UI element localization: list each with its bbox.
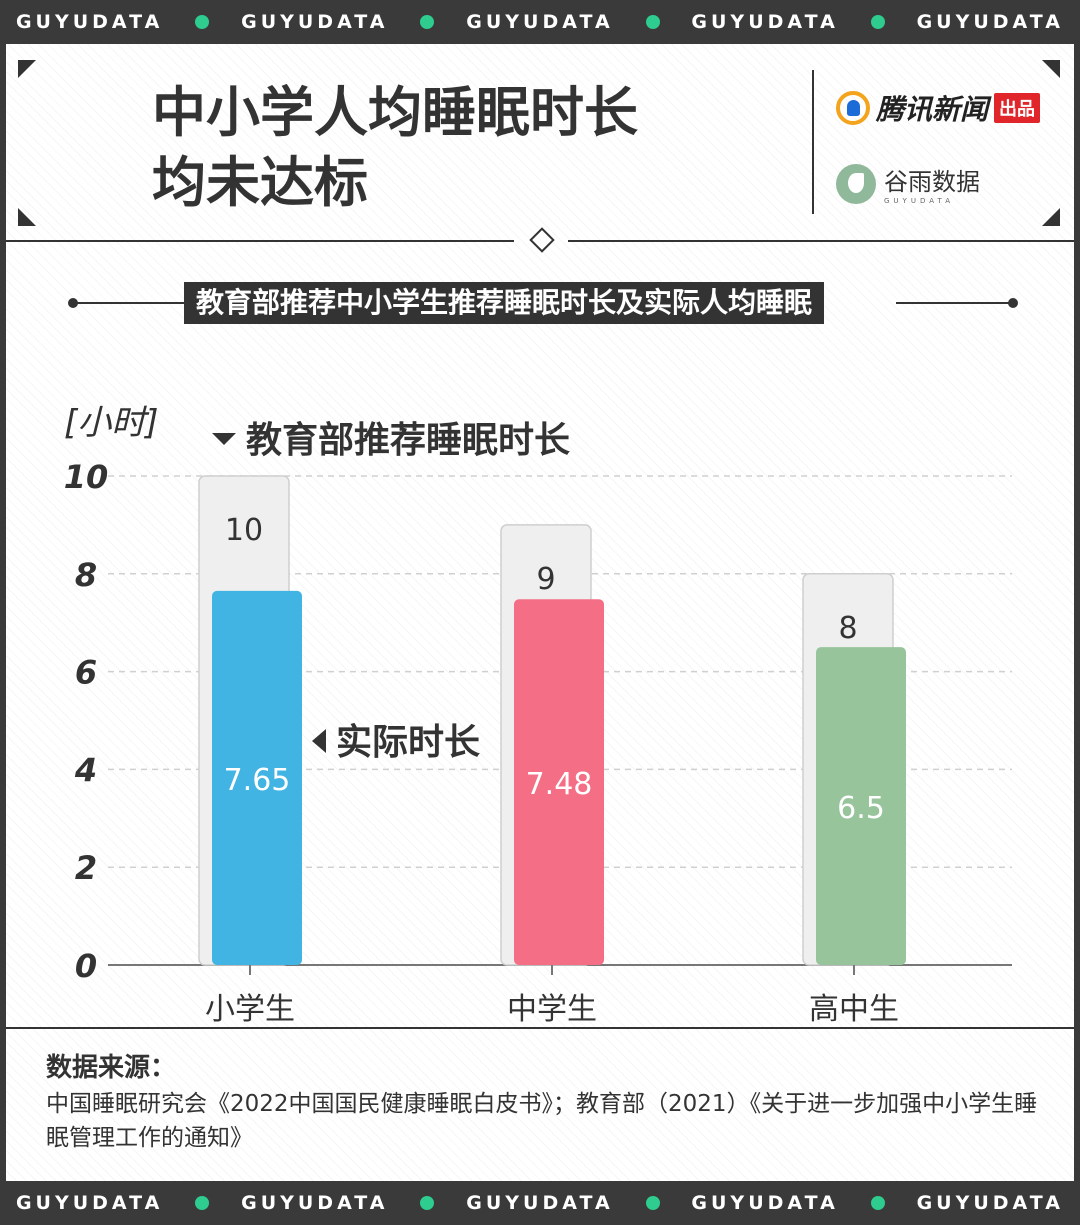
brand-band-text: GUYUDATA [466, 1192, 614, 1214]
tencent-news-name: 腾讯新闻 [876, 93, 989, 126]
separator-left [6, 240, 514, 242]
legend-recommended-marker-icon [212, 433, 236, 445]
y-tick-label: 6 [75, 654, 97, 692]
guyu-bird-logo-icon [836, 163, 876, 204]
brand-band-text: GUYUDATA [241, 11, 389, 33]
produced-by-tag: 出品 [994, 93, 1041, 123]
subtitle-dot-right [1008, 298, 1018, 308]
brand-band-dot-icon [420, 1196, 435, 1210]
y-tick-label: 2 [75, 849, 97, 887]
brand-band-dot-icon [195, 1196, 210, 1210]
brand-band-text: GUYUDATA [691, 1192, 839, 1214]
brand-band-dot-icon [645, 1196, 660, 1210]
corner-mark-top-left [18, 60, 36, 78]
actual-value-label: 7.48 [526, 767, 593, 802]
corner-mark-top-right [1042, 60, 1060, 78]
brand-band-text: GUYUDATA [691, 11, 839, 33]
brand-band-text: GUYUDATA [466, 11, 614, 33]
recommended-value-label: 9 [536, 562, 555, 597]
x-category-label: 小学生 [205, 992, 295, 1024]
tencent-news-brand: 腾讯新闻 出品 [836, 88, 1041, 128]
chart-subtitle: 教育部推荐中小学生推荐睡眠时长及实际人均睡眠 [184, 282, 825, 324]
actual-bar [212, 590, 302, 965]
top-brand-band: GUYUDATA GUYUDATA GUYUDATA GUYUDATA GUYUDATA [0, 0, 1080, 44]
guyu-data-sub: GUYUDATA [884, 197, 954, 205]
actual-bar [514, 599, 604, 965]
recommended-value-label: 10 [225, 513, 263, 548]
x-category-label: 高中生 [809, 992, 899, 1024]
corner-mark-bottom-left [18, 208, 36, 226]
brand-band-text: GUYUDATA [15, 11, 164, 33]
legend-actual-label: 实际时长 [336, 722, 480, 763]
header-divider [812, 70, 814, 214]
recommended-value-label: 8 [838, 611, 857, 646]
source-text: 中国睡眠研究会《2022中国国民健康睡眠白皮书》；教育部（2021）《关于进一步… [46, 1091, 1038, 1151]
tencent-news-logo-icon [836, 91, 870, 125]
actual-value-label: 7.65 [224, 763, 291, 798]
actual-value-label: 6.5 [837, 791, 885, 826]
header: 中小学人均睡眠时长 均未达标 腾讯新闻 出品 谷雨数据 GUYUDATA [6, 44, 1074, 240]
page-title: 中小学人均睡眠时长 均未达标 [152, 78, 772, 218]
separator-right [568, 240, 1074, 242]
brand-band-dot-icon [645, 15, 660, 29]
subtitle-row: 教育部推荐中小学生推荐睡眠时长及实际人均睡眠 [6, 282, 1074, 324]
y-tick-label: 8 [75, 556, 97, 594]
brand-band-text: GUYUDATA [15, 1192, 164, 1214]
source-title: 数据来源： [46, 1053, 177, 1083]
brand-band-dot-icon [420, 15, 435, 29]
brand-band-dot-icon [870, 1196, 885, 1210]
bottom-brand-band: GUYUDATA GUYUDATA GUYUDATA GUYUDATA GUYUDATA [0, 1181, 1080, 1225]
title-line-1: 中小学人均睡眠时长 [152, 81, 638, 144]
guyu-data-brand: 谷雨数据 GUYUDATA [836, 162, 980, 205]
brand-band-dot-icon [195, 15, 210, 29]
brand-band-text: GUYUDATA [916, 1192, 1064, 1214]
y-unit-label: [小时] [64, 403, 159, 443]
y-tick-label: 4 [74, 751, 97, 789]
bar-chart: [小时] 10 8 6 4 2 0 10 7.65 小学生 9 7.48 中学生 8 6.5 高中生 教育部推荐… [64, 403, 1012, 1024]
brand-band-dot-icon [870, 15, 885, 29]
actual-bar [816, 647, 906, 965]
subtitle-rule-right [896, 302, 1012, 304]
x-category-label: 中学生 [507, 992, 597, 1024]
legend-recommended-label: 教育部推荐睡眠时长 [246, 420, 570, 461]
y-tick-label: 10 [64, 458, 109, 496]
guyu-data-name: 谷雨数据 [884, 168, 980, 196]
legend-actual-marker-icon [312, 729, 326, 753]
brand-band-text: GUYUDATA [916, 11, 1064, 33]
title-line-2: 均未达标 [152, 151, 368, 214]
brand-band-text: GUYUDATA [241, 1192, 389, 1214]
footer-divider [6, 1027, 1074, 1029]
corner-mark-bottom-right [1042, 208, 1060, 226]
subtitle-rule-left [70, 302, 186, 304]
y-tick-label: 0 [75, 947, 97, 985]
infographic-card: 中小学人均睡眠时长 均未达标 腾讯新闻 出品 谷雨数据 GUYUDATA 教育部… [6, 44, 1074, 1181]
